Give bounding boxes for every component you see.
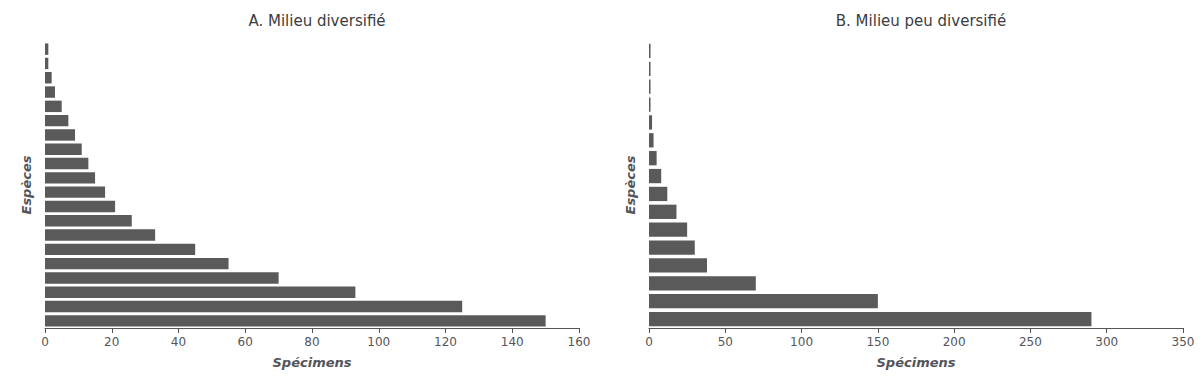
- svg-text:Spécimens: Spécimens: [876, 355, 955, 370]
- svg-text:B. Milieu peu diversifié: B. Milieu peu diversifié: [836, 12, 1006, 30]
- svg-text:200: 200: [943, 335, 966, 349]
- svg-text:0: 0: [41, 335, 49, 349]
- svg-text:A. Milieu diversifié: A. Milieu diversifié: [248, 12, 385, 30]
- svg-text:0: 0: [645, 335, 653, 349]
- svg-text:120: 120: [434, 335, 457, 349]
- svg-text:100: 100: [790, 335, 813, 349]
- svg-text:250: 250: [1019, 335, 1042, 349]
- svg-text:Espèces: Espèces: [19, 155, 34, 214]
- svg-text:Espèces: Espèces: [623, 155, 638, 214]
- svg-text:100: 100: [367, 335, 390, 349]
- svg-text:Spécimens: Spécimens: [272, 355, 351, 370]
- svg-text:350: 350: [1172, 335, 1195, 349]
- svg-text:140: 140: [501, 335, 524, 349]
- svg-text:40: 40: [171, 335, 186, 349]
- svg-text:150: 150: [866, 335, 889, 349]
- svg-text:60: 60: [238, 335, 253, 349]
- svg-text:20: 20: [104, 335, 119, 349]
- svg-text:80: 80: [304, 335, 319, 349]
- svg-text:50: 50: [718, 335, 733, 349]
- svg-text:160: 160: [568, 335, 591, 349]
- svg-text:300: 300: [1095, 335, 1118, 349]
